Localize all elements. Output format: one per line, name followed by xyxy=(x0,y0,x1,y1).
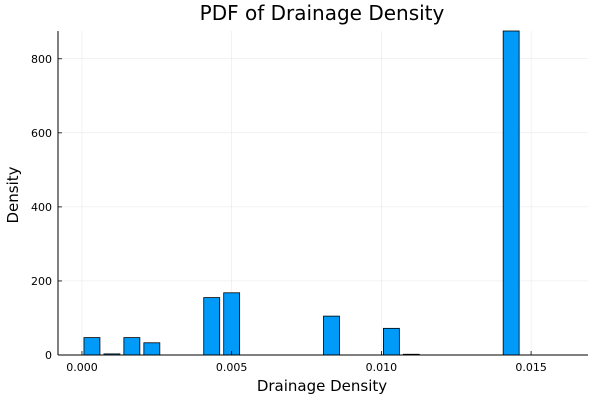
bar-bin-3 xyxy=(143,342,161,356)
y-tick-label: 0 xyxy=(45,349,52,362)
x-ticks: 0.000 0.005 0.010 0.015 xyxy=(66,351,547,374)
chart-title: PDF of Drainage Density xyxy=(200,1,445,25)
y-tick-label: 200 xyxy=(31,275,52,288)
bar-bin-21 xyxy=(502,30,520,356)
bar-bin-12 xyxy=(323,315,340,356)
x-axis-label: Drainage Density xyxy=(257,377,387,395)
y-tick-label: 600 xyxy=(31,127,52,140)
y-tick-label: 400 xyxy=(31,201,52,214)
bar-bin-2 xyxy=(123,337,141,356)
bar-bin-15 xyxy=(382,327,400,356)
bar-bin-0 xyxy=(83,337,101,356)
x-tick-label: 0.010 xyxy=(366,361,398,374)
x-tick-label: 0.015 xyxy=(515,361,547,374)
y-axis-label: Density xyxy=(4,166,22,223)
axes xyxy=(57,31,588,356)
bars-group xyxy=(83,30,580,356)
y-ticks: 0 200 400 600 800 xyxy=(31,53,62,362)
x-tick-label: 0.005 xyxy=(216,361,248,374)
bar-bin-7 xyxy=(223,292,241,356)
y-tick-label: 800 xyxy=(31,53,52,66)
bar-bin-6 xyxy=(203,297,221,356)
x-tick-label: 0.000 xyxy=(66,361,98,374)
